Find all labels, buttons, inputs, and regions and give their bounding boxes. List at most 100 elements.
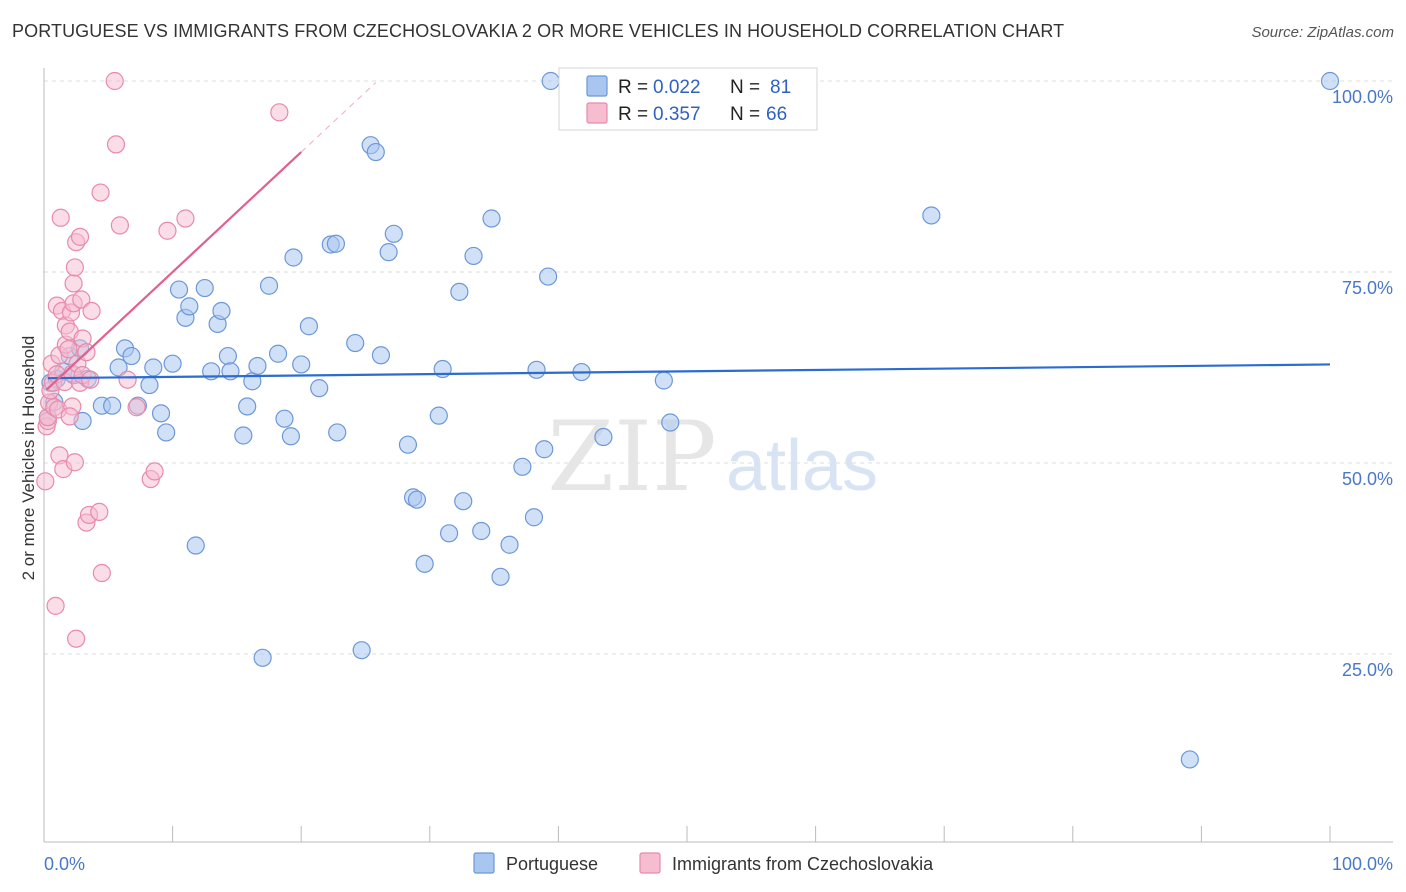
- portuguese-point-72: [539, 267, 558, 286]
- portuguese-point-77: [654, 371, 673, 390]
- czechoslovakia-trend-extension: [300, 82, 377, 153]
- portuguese-point-41: [292, 355, 311, 374]
- portuguese-point-48: [352, 641, 371, 660]
- y-axis-label: 2 or more Vehicles in Household: [19, 336, 38, 581]
- portuguese-point-64: [472, 521, 491, 541]
- portuguese-point-28: [212, 301, 231, 321]
- czechoslovakia-point-56: [60, 407, 79, 426]
- legend-n-value-1: 81: [770, 77, 791, 98]
- portuguese-point-61: [450, 282, 469, 301]
- czechoslovakia-point-42: [82, 301, 101, 321]
- portuguese-point-31: [234, 426, 253, 445]
- portuguese-point-34: [248, 356, 267, 376]
- bottom-legend-czechoslovakia: Immigrants from Czechoslovakia: [672, 854, 934, 874]
- grid-lines: [44, 80, 1393, 655]
- portuguese-point-46: [328, 423, 347, 442]
- czechoslovakia-point-50: [127, 398, 146, 417]
- portuguese-point-25: [195, 278, 214, 298]
- portuguese-point-53: [384, 224, 403, 243]
- portuguese-point-68: [513, 457, 532, 476]
- y-tick-label-25: 25.0%: [1342, 660, 1393, 680]
- czechoslovakia-point-55: [270, 103, 289, 122]
- legend-n-value-2: 66: [766, 104, 787, 125]
- portuguese-point-14: [122, 346, 141, 366]
- portuguese-point-69: [524, 508, 544, 527]
- portuguese-point-39: [281, 427, 301, 446]
- portuguese-point-78: [661, 413, 680, 432]
- portuguese-point-52: [379, 243, 398, 262]
- czechoslovakia-point-33: [70, 227, 90, 246]
- czechoslovakia-point-53: [158, 221, 177, 240]
- portuguese-point-80: [1180, 750, 1199, 769]
- czechoslovakia-point-0: [36, 472, 55, 491]
- portuguese-point-38: [275, 409, 294, 428]
- portuguese-point-79: [922, 206, 941, 225]
- portuguese-point-17: [144, 358, 163, 377]
- portuguese-point-73: [541, 71, 560, 91]
- czechoslovakia-point-49: [118, 370, 137, 389]
- czechoslovakia-trend-line: [45, 151, 302, 391]
- trend-lines: [45, 82, 1331, 391]
- czechoslovakia-point-15: [51, 208, 70, 227]
- legend-n-label-1: N =: [730, 77, 760, 98]
- watermark: ZIP atlas: [547, 401, 878, 513]
- stats-legend: R = 0.022 N = 81 R = 0.357 N = 66: [558, 67, 818, 131]
- portuguese-point-12: [109, 358, 128, 377]
- legend-swatch-blue: [586, 75, 608, 97]
- portuguese-point-11: [103, 396, 122, 415]
- portuguese-point-43: [310, 379, 329, 398]
- portuguese-point-56: [407, 490, 427, 509]
- czechoslovakia-points: [36, 71, 289, 648]
- portuguese-point-16: [140, 375, 159, 395]
- watermark-atlas: atlas: [726, 426, 878, 506]
- legend-swatch-pink: [586, 102, 608, 124]
- czechoslovakia-point-28: [65, 453, 84, 472]
- portuguese-point-21: [169, 280, 189, 299]
- czechoslovakia-point-30: [67, 629, 86, 648]
- portuguese-point-32: [238, 397, 257, 416]
- portuguese-point-23: [180, 297, 199, 316]
- portuguese-point-66: [491, 567, 510, 586]
- y-tick-labels: 25.0% 50.0% 75.0% 100.0%: [1332, 87, 1393, 680]
- portuguese-point-51: [371, 346, 391, 365]
- portuguese-point-20: [163, 354, 182, 373]
- portuguese-point-37: [268, 344, 288, 363]
- czechoslovakia-point-44: [91, 183, 110, 202]
- legend-r-label-1: R =: [618, 77, 648, 98]
- watermark-zip: ZIP: [547, 401, 716, 513]
- chart-source: Source: ZipAtlas.com: [1251, 24, 1394, 41]
- portuguese-point-63: [464, 246, 483, 266]
- portuguese-point-40: [284, 248, 303, 267]
- legend-r-value-1: 0.022: [653, 77, 701, 98]
- portuguese-point-18: [151, 404, 171, 423]
- axes: [43, 68, 1393, 843]
- czechoslovakia-point-21: [59, 340, 78, 359]
- czechoslovakia-point-9: [46, 596, 65, 615]
- portuguese-point-57: [415, 554, 434, 573]
- czechoslovakia-point-45: [92, 563, 111, 583]
- bottom-legend-portuguese: Portuguese: [506, 854, 598, 874]
- portuguese-point-50: [366, 142, 385, 162]
- portuguese-point-54: [398, 435, 418, 454]
- legend-r-value-2: 0.357: [653, 104, 701, 125]
- czechoslovakia-point-46: [105, 71, 124, 91]
- czechoslovakia-point-35: [72, 290, 91, 309]
- x-tick-label-0: 0.0%: [44, 854, 85, 874]
- portuguese-point-70: [527, 360, 546, 379]
- bottom-legend-swatch-portuguese: [473, 852, 495, 874]
- portuguese-trend-line: [47, 363, 1331, 380]
- portuguese-point-71: [535, 440, 554, 459]
- portuguese-point-35: [253, 648, 272, 667]
- portuguese-point-24: [186, 536, 205, 555]
- czechoslovakia-point-52: [145, 462, 164, 481]
- bottom-legend-swatch-czechoslovakia: [639, 852, 661, 874]
- portuguese-point-75: [594, 427, 613, 447]
- portuguese-point-65: [482, 209, 501, 228]
- y-tick-label-50: 50.0%: [1342, 469, 1393, 489]
- chart-title: PORTUGUESE VS IMMIGRANTS FROM CZECHOSLOV…: [12, 21, 1065, 41]
- portuguese-point-81: [1320, 71, 1340, 91]
- czechoslovakia-point-54: [176, 209, 195, 228]
- portuguese-point-42: [299, 317, 319, 336]
- portuguese-point-19: [157, 423, 176, 442]
